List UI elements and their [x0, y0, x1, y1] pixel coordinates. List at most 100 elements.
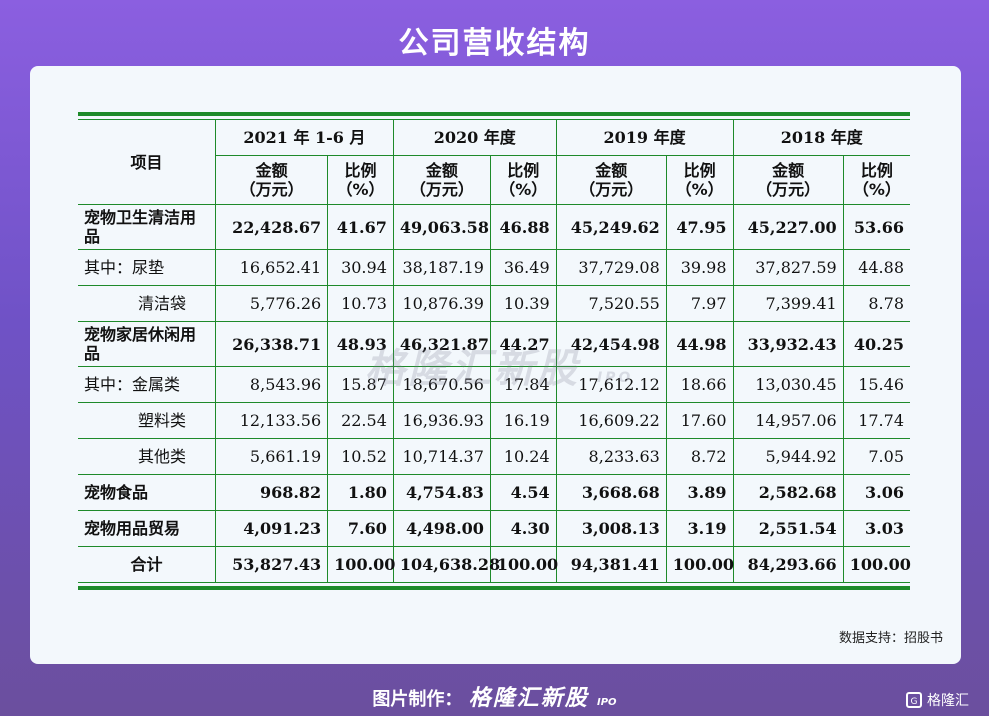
- cell-amount: 7,399.41: [732, 285, 844, 322]
- header-amount: 金额 （万元）: [215, 155, 329, 205]
- footer-prefix: 图片制作：: [372, 689, 463, 710]
- cell-ratio: 39.98: [665, 249, 734, 286]
- table-row: 塑料类 12,133.56 22.54 16,936.93 16.19 16,609.22…: [78, 402, 910, 439]
- cell-ratio: 1.80: [327, 474, 394, 511]
- cell-ratio: 17.60: [665, 402, 734, 439]
- cell-ratio: 44.27: [489, 321, 557, 367]
- header-ratio: 比例 （%）: [489, 155, 557, 205]
- cell-ratio: 47.95: [665, 204, 734, 250]
- row-label: 宠物家居休闲用品: [78, 321, 216, 367]
- row-label: 清洁袋: [78, 285, 216, 322]
- cell-amount: 5,661.19: [214, 438, 329, 475]
- cell-amount: 5,944.92: [732, 438, 844, 475]
- cell-ratio: 3.89: [665, 474, 734, 511]
- table-row: 其他类 5,661.19 10.52 10,714.37 10.24 8,233.63 8.…: [78, 438, 910, 475]
- row-label: 宠物卫生清洁用品: [78, 204, 216, 250]
- cell-ratio: 10.73: [327, 285, 394, 322]
- page-title: 公司营收结构: [398, 26, 591, 61]
- cell-ratio: 10.52: [327, 438, 394, 475]
- cell-ratio: 100.00: [665, 546, 734, 582]
- row-label: 合计: [78, 546, 216, 582]
- cell-ratio: 100.00: [842, 546, 911, 582]
- cell-ratio: 41.67: [327, 204, 394, 250]
- corner-brand-name: 格隆汇: [927, 693, 969, 709]
- cell-ratio: 8.78: [842, 285, 910, 322]
- footer-credit: 图片制作： 格隆汇新股 IPO: [0, 680, 989, 712]
- table-row: 宠物用品贸易 4,091.23 7.60 4,498.00 4.30 3,008.13 3.…: [78, 510, 910, 547]
- cell-amount: 5,776.26: [214, 285, 329, 322]
- header-ratio: 比例 （%）: [327, 155, 394, 205]
- row-label: 其他类: [78, 438, 216, 475]
- cell-amount: 8,233.63: [555, 438, 667, 475]
- cell-ratio: 7.05: [842, 438, 910, 475]
- cell-amount: 53,827.43: [214, 546, 329, 582]
- table-card: 项目 2021 年 1-6 月 2020 年度 2019 年度 2018 年度 金额 （万…: [30, 66, 961, 664]
- header-period: 2018 年度: [732, 120, 910, 156]
- cell-amount: 16,609.22: [555, 402, 667, 439]
- revenue-table: 项目 2021 年 1-6 月 2020 年度 2019 年度 2018 年度 金额 （万…: [78, 120, 911, 582]
- cell-amount: 2,551.54: [732, 510, 844, 547]
- row-label: 其中：金属类: [78, 366, 216, 403]
- cell-ratio: 100.00: [327, 546, 395, 582]
- row-label: 宠物食品: [78, 474, 216, 511]
- cell-ratio: 16.19: [489, 402, 557, 439]
- cell-ratio: 48.93: [327, 321, 394, 367]
- cell-amount: 94,381.41: [555, 546, 667, 582]
- cell-amount: 4,498.00: [392, 510, 491, 547]
- row-label: 塑料类: [78, 402, 216, 439]
- cell-ratio: 22.54: [327, 402, 394, 439]
- cell-ratio: 10.39: [489, 285, 557, 322]
- row-label: 宠物用品贸易: [78, 510, 216, 547]
- table-row: 宠物食品 968.82 1.80 4,754.83 4.54 3,668.68 3.89 2,…: [78, 474, 910, 511]
- cell-amount: 45,249.62: [555, 204, 667, 250]
- header-period: 2019 年度: [555, 120, 734, 156]
- corner-logo: G 格隆汇: [906, 690, 969, 710]
- cell-amount: 37,729.08: [555, 249, 667, 286]
- cell-amount: 12,133.56: [214, 402, 329, 439]
- cell-amount: 3,668.68: [555, 474, 667, 511]
- cell-amount: 46,321.87: [392, 321, 491, 367]
- cell-amount: 38,187.19: [392, 249, 491, 286]
- cell-amount: 13,030.45: [732, 366, 844, 403]
- cell-ratio: 15.46: [842, 366, 910, 403]
- cell-ratio: 17.84: [489, 366, 557, 403]
- cell-ratio: 30.94: [327, 249, 394, 286]
- cell-ratio: 3.19: [665, 510, 734, 547]
- cell-ratio: 44.88: [842, 249, 910, 286]
- cell-ratio: 15.87: [327, 366, 394, 403]
- cell-ratio: 10.24: [489, 438, 557, 475]
- cell-amount: 968.82: [214, 474, 329, 511]
- row-label: 其中：尿垫: [78, 249, 216, 286]
- cell-amount: 4,754.83: [392, 474, 491, 511]
- table-row: 合计 53,827.43 100.00 104,638.28 100.00 94,381.…: [78, 546, 911, 582]
- cell-amount: 2,582.68: [732, 474, 844, 511]
- header-period: 2020 年度: [392, 120, 557, 156]
- cell-ratio: 3.06: [842, 474, 910, 511]
- table-row: 清洁袋 5,776.26 10.73 10,876.39 10.39 7,520.55 7.…: [78, 285, 910, 322]
- cell-amount: 7,520.55: [555, 285, 667, 322]
- cell-amount: 22,428.67: [214, 204, 329, 250]
- cell-amount: 16,936.93: [392, 402, 491, 439]
- cell-ratio: 4.54: [489, 474, 557, 511]
- cell-amount: 3,008.13: [555, 510, 667, 547]
- cell-amount: 4,091.23: [214, 510, 329, 547]
- header-item: 项目: [78, 120, 216, 205]
- brand-logo-icon: G: [906, 692, 922, 708]
- cell-amount: 8,543.96: [214, 366, 329, 403]
- header-amount: 金额 （万元）: [392, 155, 491, 205]
- cell-ratio: 7.60: [327, 510, 394, 547]
- table-row: 其中：尿垫 16,652.41 30.94 38,187.19 36.49 37,729.…: [78, 249, 910, 286]
- cell-amount: 18,670.56: [392, 366, 491, 403]
- header-period: 2021 年 1-6 月: [214, 120, 394, 156]
- cell-ratio: 36.49: [489, 249, 557, 286]
- cell-ratio: 8.72: [665, 438, 734, 475]
- cell-ratio: 3.03: [842, 510, 910, 547]
- header-amount: 金额 （万元）: [732, 155, 844, 205]
- cell-amount: 14,957.06: [732, 402, 844, 439]
- cell-ratio: 44.98: [665, 321, 734, 367]
- cell-amount: 104,638.28: [392, 546, 500, 582]
- cell-amount: 16,652.41: [214, 249, 329, 286]
- table-row: 其中：金属类 8,543.96 15.87 18,670.56 17.84 17,612.…: [78, 366, 910, 403]
- cell-ratio: 46.88: [489, 204, 557, 250]
- table-frame: 项目 2021 年 1-6 月 2020 年度 2019 年度 2018 年度 金额 （万…: [78, 112, 911, 590]
